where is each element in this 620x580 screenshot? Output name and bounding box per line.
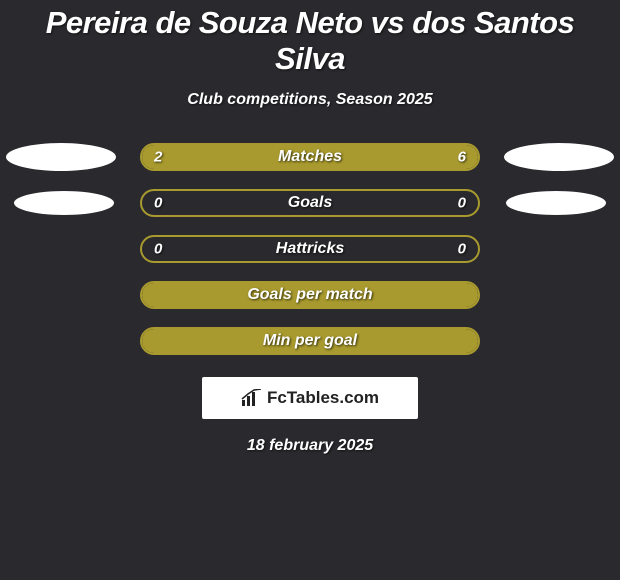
stat-value-right: 6 — [458, 149, 466, 166]
stat-bar: Goals per match — [140, 281, 480, 309]
player-left-marker — [14, 191, 114, 215]
stat-label: Goals per match — [247, 286, 372, 304]
stat-value-left: 0 — [154, 195, 162, 212]
page-title: Pereira de Souza Neto vs dos Santos Silv… — [0, 5, 620, 77]
stat-label: Hattricks — [276, 240, 344, 258]
logo-text: FcTables.com — [267, 388, 379, 408]
stat-bar: 0 0 Goals — [140, 189, 480, 217]
stat-row: 0 0 Hattricks — [0, 235, 620, 263]
stat-bar: Min per goal — [140, 327, 480, 355]
stat-value-right: 0 — [458, 241, 466, 258]
stat-value-left: 2 — [154, 149, 162, 166]
stat-row: 2 6 Matches — [0, 143, 620, 171]
date-label: 18 february 2025 — [0, 437, 620, 455]
bar-fill-right — [226, 145, 478, 169]
chart-icon — [241, 389, 263, 407]
stat-label: Min per goal — [263, 332, 357, 350]
stat-value-right: 0 — [458, 195, 466, 212]
stat-row: 0 0 Goals — [0, 189, 620, 217]
stat-row: Min per goal — [0, 327, 620, 355]
stats-area: 2 6 Matches 0 0 Goals 0 0 Hattricks Goals per mat… — [0, 143, 620, 355]
player-right-marker — [504, 143, 614, 171]
stat-label: Matches — [278, 148, 342, 166]
stat-value-left: 0 — [154, 241, 162, 258]
comparison-infographic: Pereira de Souza Neto vs dos Santos Silv… — [0, 0, 620, 455]
stat-bar: 0 0 Hattricks — [140, 235, 480, 263]
player-right-marker — [506, 191, 606, 215]
subtitle: Club competitions, Season 2025 — [0, 91, 620, 109]
stat-label: Goals — [288, 194, 332, 212]
stat-row: Goals per match — [0, 281, 620, 309]
stat-bar: 2 6 Matches — [140, 143, 480, 171]
player-left-marker — [6, 143, 116, 171]
logo-badge: FcTables.com — [202, 377, 418, 419]
